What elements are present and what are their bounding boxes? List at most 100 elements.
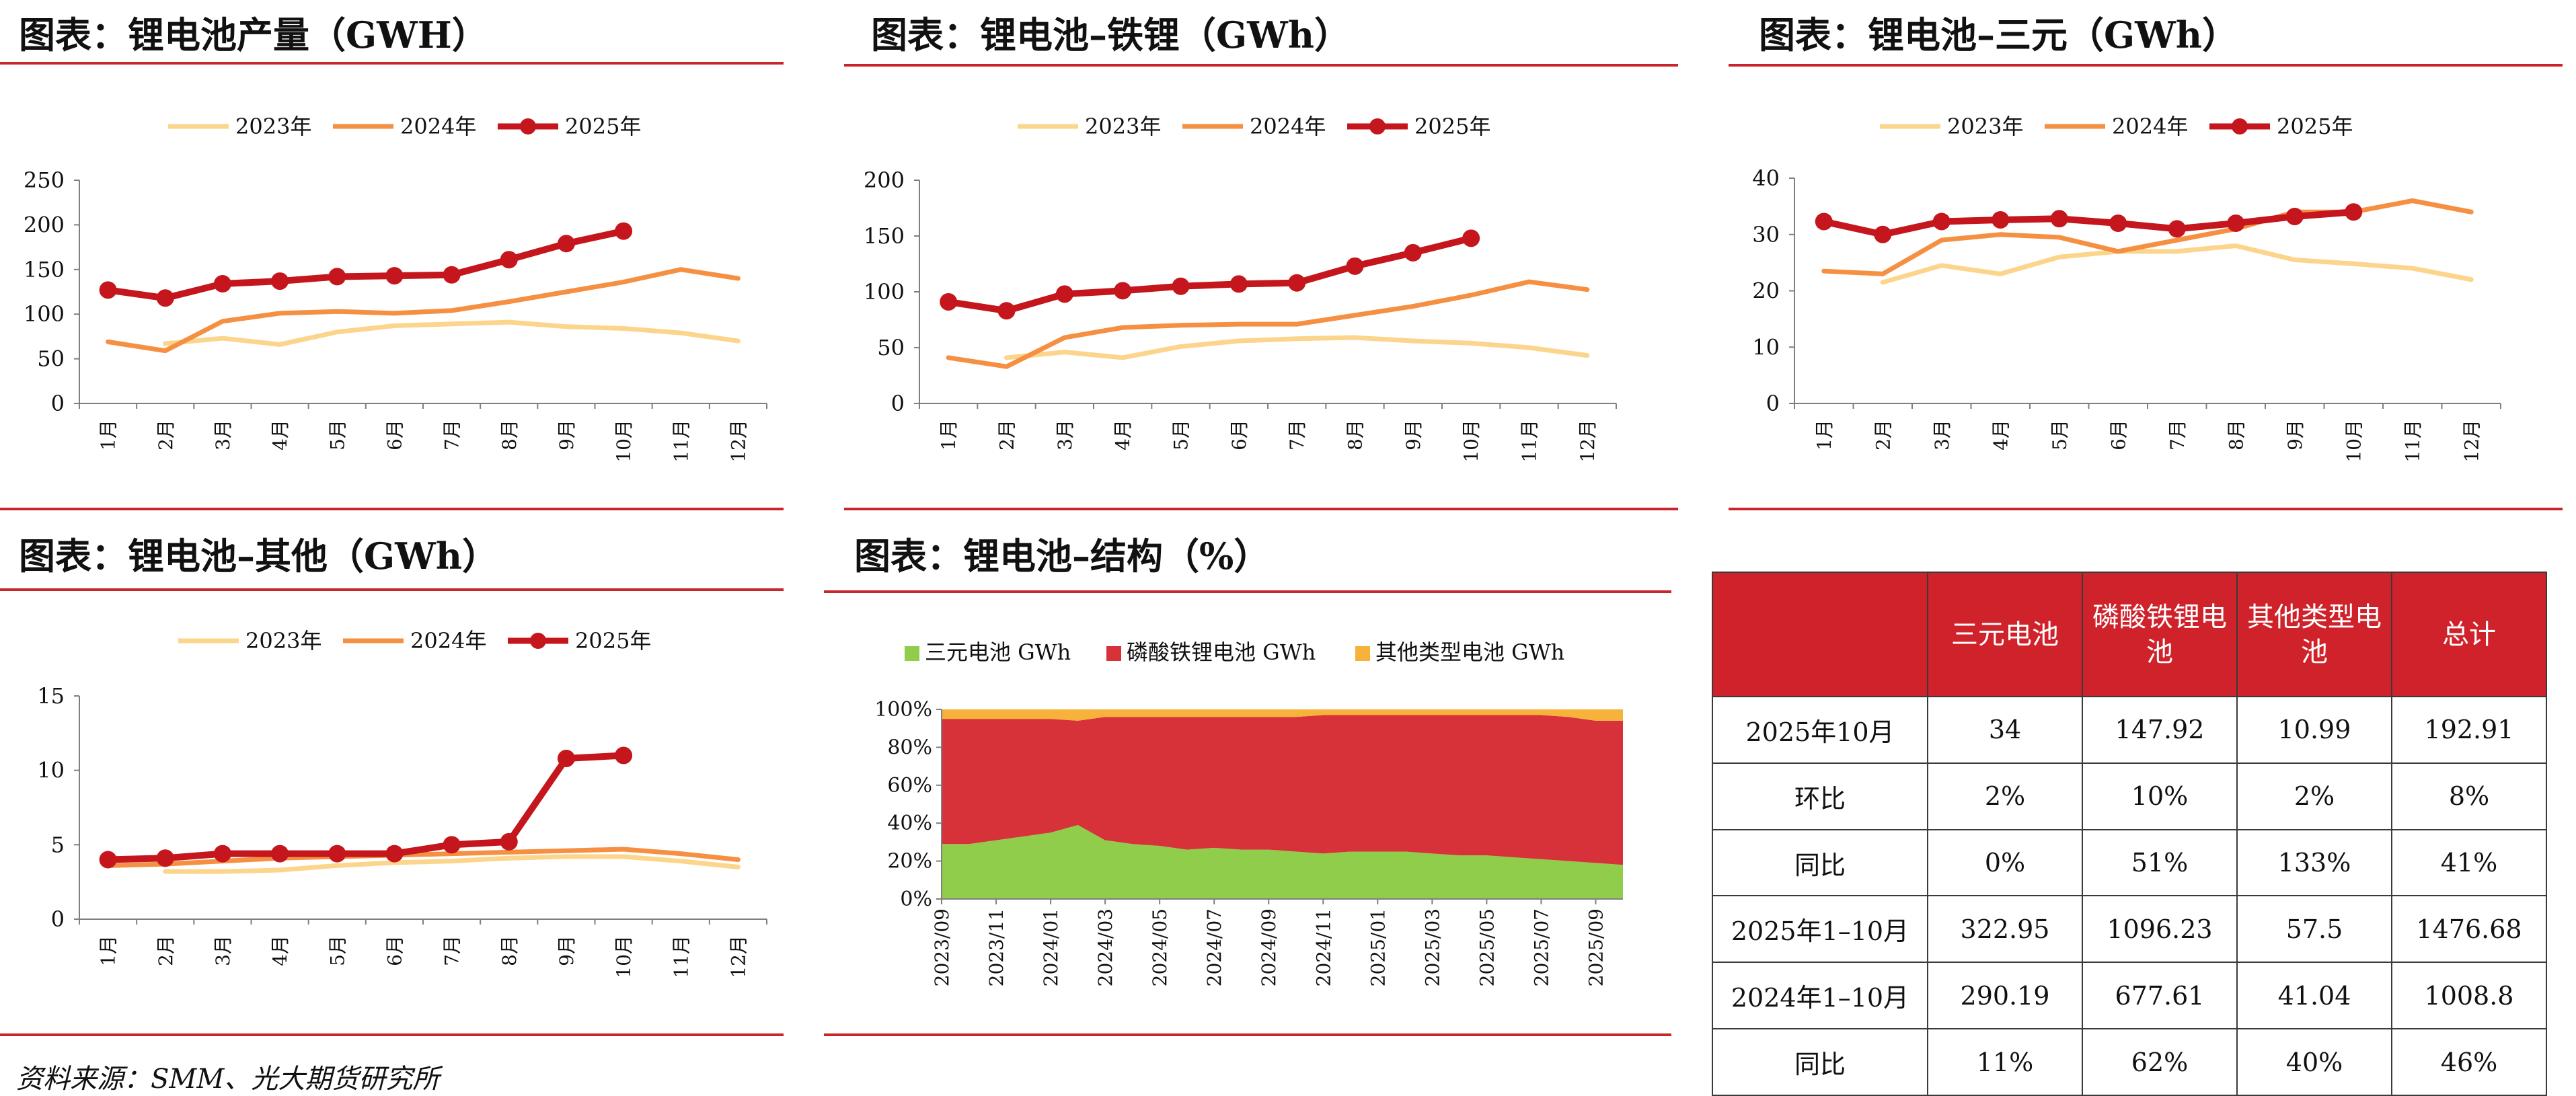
x-tick-label: 8月	[1344, 420, 1367, 451]
data-point	[2168, 220, 2186, 238]
line-chart-ternary: 0 10 20 30 40 1月 2月 3月 4月 5月 6月 7月 8月 9月 10月 11月 12月 2023…	[1752, 114, 2501, 463]
table-cell: 41%	[2391, 828, 2547, 897]
table-header-cell: 其他类型电池	[2236, 572, 2392, 697]
x-tick-label: 1月	[98, 935, 120, 966]
x-tick-label: 5月	[326, 420, 348, 451]
legend-label: 2024年	[2112, 114, 2188, 139]
x-tick-label: 9月	[1402, 420, 1425, 451]
title-underline	[824, 590, 1671, 593]
x-tick-label: 3月	[1931, 420, 1953, 451]
series-line	[106, 267, 741, 354]
chart-title: 图表：锂电池–三元（GWh）	[1759, 13, 2239, 56]
chart-title: 图表：锂电池–其他（GWh）	[19, 535, 499, 578]
legend-label: 2023年	[245, 628, 321, 654]
x-tick-label: 8月	[498, 935, 521, 966]
data-point	[1346, 257, 1364, 275]
data-point	[1172, 277, 1190, 295]
table-cell: 40%	[2236, 1028, 2392, 1096]
table-cell: 10.99	[2236, 696, 2392, 764]
x-tick-label: 2025/05	[1476, 908, 1498, 986]
y-tick-label: 0	[891, 391, 905, 416]
data-point	[1815, 212, 1833, 231]
data-point	[2050, 210, 2068, 228]
table-cell: 41.04	[2236, 962, 2392, 1030]
legend-label: 2024年	[1250, 114, 1326, 139]
table-cell: 290.19	[1927, 962, 2083, 1030]
data-point	[1055, 285, 1073, 303]
data-point	[940, 292, 958, 311]
y-tick-label: 100	[864, 279, 905, 305]
table-cell: 2025年10月	[1712, 696, 1928, 764]
x-tick-label: 10月	[2343, 420, 2365, 463]
table-cell: 133%	[2236, 828, 2392, 897]
y-tick-label: 20	[1752, 278, 1780, 304]
series-line	[946, 279, 1590, 369]
x-tick-label: 11月	[670, 935, 692, 978]
series-line	[1821, 198, 2474, 276]
table-cell: 147.92	[2082, 696, 2238, 764]
line-chart-other: 0 5 10 15 1月 2月 3月 4月 5月 6月 7月 8月 9月 10月 11月 12月 2023年 20…	[37, 628, 767, 978]
table-header-cell	[1712, 572, 1928, 697]
chart-title: 图表：锂电池–结构（%）	[854, 535, 1271, 578]
data-point	[443, 266, 461, 284]
y-tick-label: 100	[24, 301, 65, 327]
x-tick-label: 7月	[441, 935, 463, 966]
x-tick-label: 11月	[2402, 420, 2424, 463]
x-tick-label: 11月	[1519, 420, 1541, 463]
panel-lfp: 图表：锂电池–铁锂（GWh） 0 50 100 150 200 1月 2月 3月 4月 5月 6月 7…	[844, 0, 1678, 518]
y-tick-label: 50	[37, 346, 65, 372]
series-line	[1820, 208, 2357, 238]
y-tick-label: 200	[864, 167, 905, 193]
table-cell: 322.95	[1927, 895, 2083, 964]
legend-marker	[520, 118, 536, 134]
x-tick-label: 9月	[556, 420, 578, 451]
legend-marker	[530, 633, 546, 649]
data-point	[1992, 210, 2010, 229]
table-header-cell: 总计	[2391, 572, 2547, 697]
data-point	[557, 235, 575, 253]
bottom-rule	[0, 1033, 784, 1036]
x-tick-label: 8月	[498, 420, 521, 451]
x-tick-label: 1月	[1813, 420, 1835, 451]
x-tick-label: 6月	[1228, 420, 1250, 451]
x-tick-label: 2024/05	[1149, 908, 1171, 986]
data-point	[500, 251, 518, 269]
data-point	[1404, 243, 1422, 262]
data-point	[1462, 229, 1480, 247]
legend-label: 2025年	[575, 628, 651, 654]
x-tick-label: 2024/07	[1203, 908, 1225, 986]
table-cell: 10%	[2082, 762, 2238, 830]
data-point	[213, 275, 231, 293]
summary-table: 三元电池 磷酸铁锂电池 其他类型电池 总计 2025年10月 34 147.92…	[1712, 572, 2547, 1096]
data-point	[1114, 282, 1132, 300]
legend-label: 2024年	[410, 628, 486, 654]
data-point	[271, 272, 289, 290]
area-chart-structure: 0% 20% 40% 60% 80% 100% 2023/09 2023/11 2024/01 2…	[874, 639, 1623, 986]
x-tick-label: 4月	[1112, 420, 1134, 451]
series-line	[163, 319, 741, 347]
x-tick-label: 2月	[155, 935, 177, 966]
table-header-cell: 磷酸铁锂电池	[2082, 572, 2238, 697]
data-point	[385, 267, 404, 285]
legend-label: 磷酸铁锂电池 GWh	[1127, 639, 1316, 665]
series-line	[104, 752, 628, 863]
data-point	[328, 268, 346, 286]
x-tick-label: 3月	[212, 420, 234, 451]
title-underline	[844, 64, 1678, 67]
table-cell: 677.61	[2082, 962, 2238, 1030]
panel-production: 图表：锂电池产量（GWH） 0 50 100 150 200 250 1月 2月 3月 4月 5月 6…	[0, 0, 784, 518]
x-tick-label: 7月	[1286, 420, 1308, 451]
table-cell: 同比	[1712, 1028, 1928, 1096]
x-tick-label: 12月	[727, 420, 749, 463]
y-tick-label: 250	[24, 167, 65, 193]
table-cell: 2%	[2236, 762, 2392, 830]
x-tick-label: 11月	[670, 420, 692, 463]
data-point	[1932, 212, 1950, 231]
data-point	[99, 281, 117, 299]
table-cell: 2025年1–10月	[1712, 895, 1928, 964]
series-line	[104, 227, 628, 302]
panel-structure: 图表：锂电池–结构（%） 0% 20% 40% 60% 80% 100% 2023/09 20…	[824, 521, 1671, 1042]
x-tick-label: 3月	[212, 935, 234, 966]
table-row: 2025年10月 34 147.92 10.99 192.91	[1712, 696, 2547, 764]
y-tick-label: 20%	[887, 850, 932, 873]
